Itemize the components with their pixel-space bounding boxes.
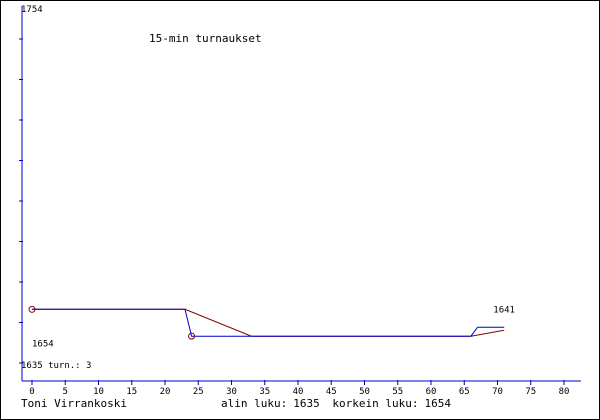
max-label: korkein luku: xyxy=(332,397,419,410)
x-tick-label: 55 xyxy=(392,387,403,397)
x-tick-label: 10 xyxy=(93,387,104,397)
footer-stats: alin luku: 1635 korkein luku: 1654 xyxy=(221,397,457,410)
x-tick-label: 5 xyxy=(63,387,68,397)
x-tick-label: 75 xyxy=(525,387,536,397)
y-max-label: 1754 xyxy=(21,5,43,15)
min-value: 1635 xyxy=(293,397,320,410)
x-tick-label: 30 xyxy=(226,387,237,397)
x-tick-label: 0 xyxy=(29,387,34,397)
x-tick-label: 35 xyxy=(259,387,270,397)
x-tick-label: 70 xyxy=(492,387,503,397)
x-tick-label: 45 xyxy=(326,387,337,397)
annotation-label: 1641 xyxy=(493,305,515,315)
marker-label: 1654 xyxy=(32,339,54,349)
x-tick-label: 15 xyxy=(126,387,137,397)
x-tick-label: 60 xyxy=(426,387,437,397)
footer-author: Toni Virrankoski xyxy=(21,397,127,410)
min-label: alin luku: xyxy=(221,397,288,410)
x-tick-label: 40 xyxy=(293,387,304,397)
series-line-0 xyxy=(32,308,505,337)
turn-marker xyxy=(188,332,196,340)
max-value: 1654 xyxy=(424,397,451,410)
chart-title: 15-min turnaukset xyxy=(149,32,262,45)
x-tick-label: 50 xyxy=(359,387,370,397)
x-tick-label: 20 xyxy=(160,387,171,397)
series-line-1 xyxy=(32,308,505,337)
turn-marker xyxy=(28,305,36,313)
x-tick-label: 65 xyxy=(459,387,470,397)
y-min-label: 1635 turn.: 3 xyxy=(21,361,91,371)
x-tick-label: 80 xyxy=(559,387,570,397)
x-tick-label: 25 xyxy=(193,387,204,397)
